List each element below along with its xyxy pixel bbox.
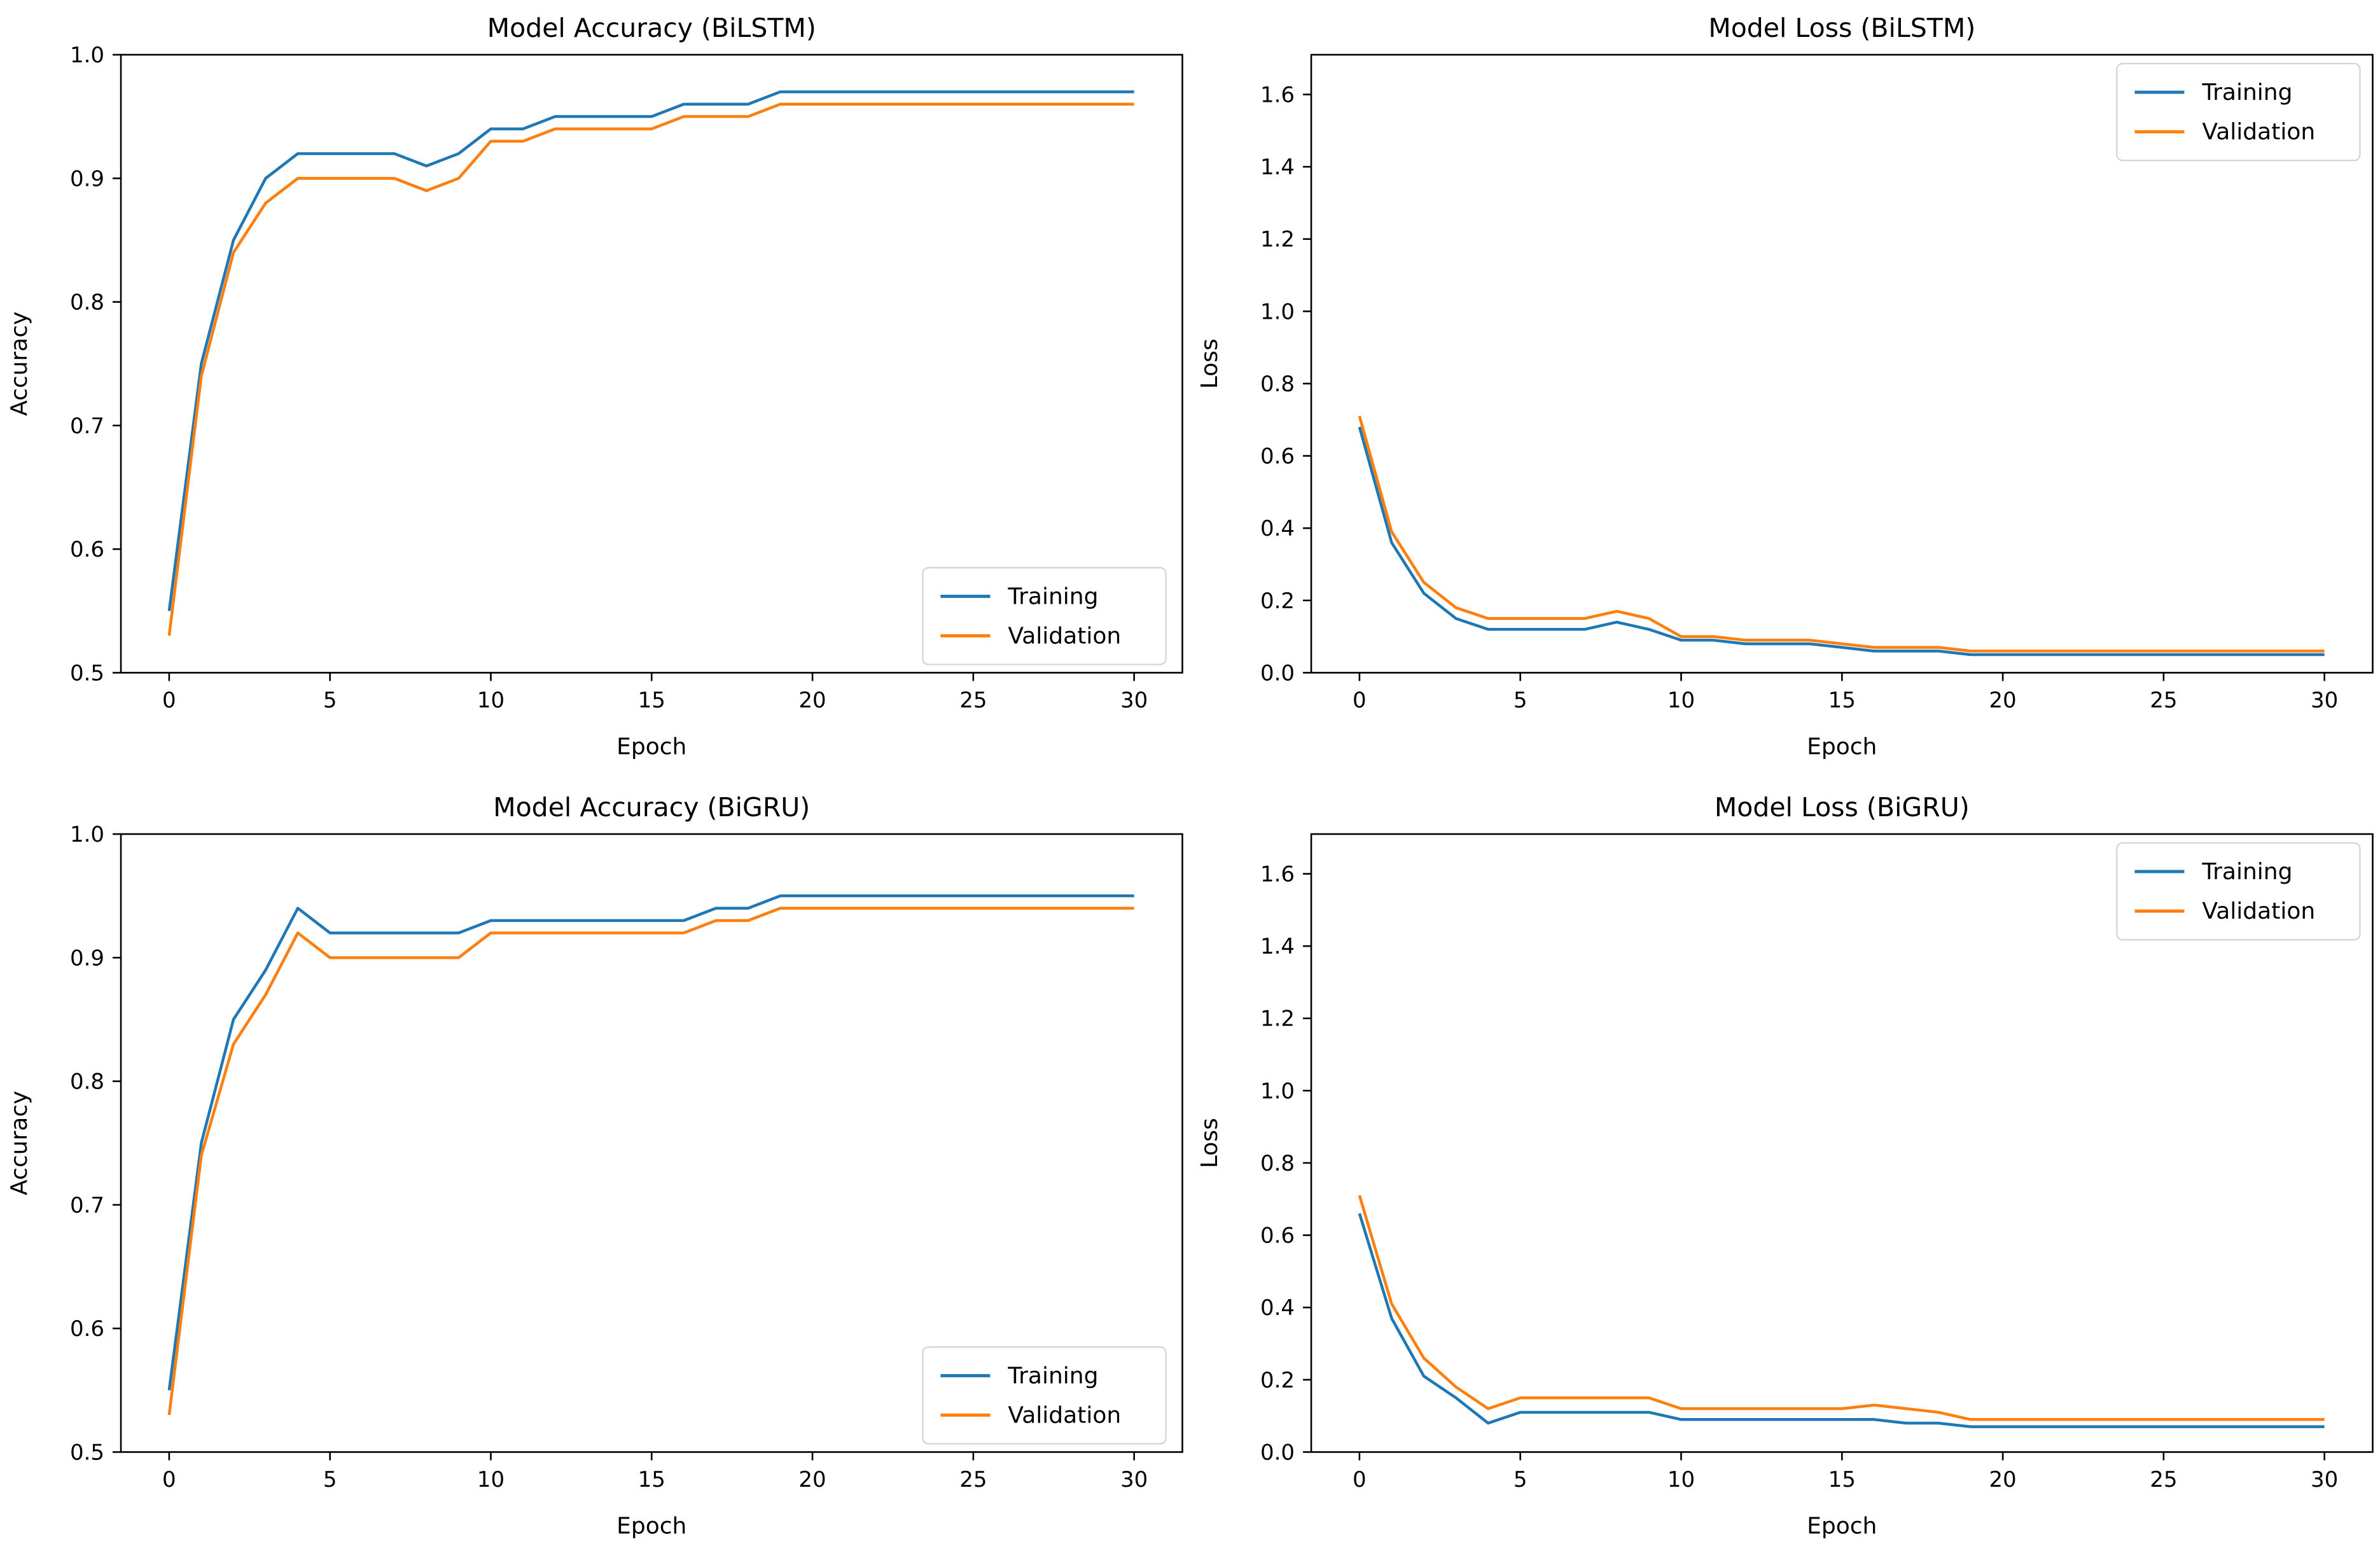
x-tick-label: 20 bbox=[798, 688, 826, 713]
bilstm-accuracy-plot: 0 5 10 15 20 25 30 0.5 0.6 0.7 0.8 0.9 1.0 Model Accu… bbox=[0, 0, 1190, 779]
x-tick-label: 30 bbox=[1120, 688, 1148, 713]
chart-title: Model Accuracy (BiGRU) bbox=[493, 792, 810, 823]
x-tick-label: 5 bbox=[1513, 1467, 1527, 1492]
x-tick-label: 0 bbox=[1353, 1467, 1367, 1492]
validation-line bbox=[167, 906, 1134, 1415]
x-tick-label: 5 bbox=[323, 688, 337, 713]
legend-validation-label: Validation bbox=[2202, 898, 2315, 924]
x-tick-label: 0 bbox=[162, 1467, 176, 1492]
legend-box bbox=[922, 567, 1167, 665]
legend-box bbox=[2115, 842, 2361, 940]
y-tick-label: 0.6 bbox=[70, 1316, 104, 1342]
x-tick-label: 15 bbox=[1828, 688, 1855, 713]
y-tick-label: 1.6 bbox=[1260, 83, 1294, 108]
y-tick-label: 0.4 bbox=[1260, 1295, 1294, 1321]
x-tick-label: 25 bbox=[959, 1467, 987, 1492]
bigru-accuracy-plot: 0 5 10 15 20 25 30 0.5 0.6 0.7 0.8 0.9 1.0 Model Accu… bbox=[0, 779, 1190, 1558]
y-tick-label: 0.2 bbox=[1260, 588, 1294, 614]
y-tick-label: 0.8 bbox=[1260, 1150, 1294, 1176]
legend-validation-label: Validation bbox=[1008, 1402, 1121, 1428]
y-tick-label: 0.2 bbox=[1260, 1367, 1294, 1393]
y-tick-label: 0.7 bbox=[70, 414, 104, 439]
y-tick-label: 0.6 bbox=[70, 537, 104, 562]
x-tick-label: 5 bbox=[323, 1467, 337, 1492]
x-tick-label: 15 bbox=[638, 1467, 665, 1492]
x-tick-label: 30 bbox=[1120, 1467, 1148, 1492]
x-tick-label: 30 bbox=[2311, 688, 2338, 713]
bilstm-loss-plot: 0 5 10 15 20 25 30 0.0 0.2 0.4 0.6 0.8 1.0 1.2 1.4 1.6 M… bbox=[1190, 0, 2380, 779]
x-tick-label: 10 bbox=[477, 688, 505, 713]
legend-training-label: Training bbox=[1007, 1363, 1098, 1389]
x-tick-label: 20 bbox=[1989, 688, 2016, 713]
legend-validation-label: Validation bbox=[2202, 119, 2315, 145]
chart-bilstm-loss: 0 5 10 15 20 25 30 0.0 0.2 0.4 0.6 0.8 1.0 1.2 1.4 1.6 M… bbox=[1190, 0, 2380, 779]
x-tick-label: 30 bbox=[2311, 1467, 2338, 1492]
validation-line bbox=[167, 102, 1134, 636]
y-tick-label: 1.0 bbox=[1260, 299, 1294, 324]
y-tick-label: 0.5 bbox=[70, 1440, 104, 1465]
y-tick-label: 1.6 bbox=[1260, 861, 1294, 887]
x-tick-label: 10 bbox=[477, 1467, 505, 1492]
x-tick-label: 25 bbox=[2150, 688, 2177, 713]
x-axis-label: Epoch bbox=[616, 1513, 686, 1539]
y-tick-label: 0.8 bbox=[1260, 372, 1294, 397]
x-tick-label: 15 bbox=[638, 688, 665, 713]
training-line bbox=[1358, 426, 2325, 657]
x-axis-label: Epoch bbox=[1807, 1513, 1877, 1539]
y-tick-label: 0.6 bbox=[1260, 444, 1294, 469]
y-tick-label: 0.4 bbox=[1260, 516, 1294, 541]
x-tick-label: 0 bbox=[162, 688, 176, 713]
training-line bbox=[167, 90, 1134, 611]
x-tick-label: 25 bbox=[959, 688, 987, 713]
x-tick-label: 10 bbox=[1667, 688, 1694, 713]
x-tick-label: 20 bbox=[1989, 1467, 2016, 1492]
x-tick-label: 0 bbox=[1353, 688, 1367, 713]
x-tick-label: 15 bbox=[1828, 1467, 1855, 1492]
y-axis-label: Loss bbox=[1197, 338, 1223, 389]
training-line bbox=[167, 894, 1134, 1391]
y-tick-label: 0.8 bbox=[70, 1069, 104, 1094]
x-axis-label: Epoch bbox=[616, 734, 686, 760]
legend-validation-label: Validation bbox=[1008, 623, 1121, 649]
legend-box bbox=[922, 1346, 1167, 1445]
y-tick-label: 1.4 bbox=[1260, 934, 1294, 959]
chart-bigru-loss: 0 5 10 15 20 25 30 0.0 0.2 0.4 0.6 0.8 1.0 1.2 1.4 1.6 M… bbox=[1190, 779, 2380, 1558]
chart-title: Model Loss (BiGRU) bbox=[1714, 792, 1969, 823]
chart-title: Model Loss (BiLSTM) bbox=[1708, 13, 1975, 43]
y-axis-label: Accuracy bbox=[6, 312, 32, 416]
y-tick-label: 0.0 bbox=[1260, 660, 1294, 686]
x-axis-label: Epoch bbox=[1807, 734, 1877, 760]
x-tick-label: 5 bbox=[1513, 688, 1527, 713]
x-tick-label: 25 bbox=[2150, 1467, 2177, 1492]
y-tick-label: 1.0 bbox=[70, 822, 104, 847]
y-tick-label: 1.2 bbox=[1260, 227, 1294, 253]
y-tick-label: 0.8 bbox=[70, 290, 104, 316]
legend-training-label: Training bbox=[2201, 859, 2292, 885]
chart-bilstm-accuracy: 0 5 10 15 20 25 30 0.5 0.6 0.7 0.8 0.9 1.0 Model Accu… bbox=[0, 0, 1190, 779]
bigru-loss-plot: 0 5 10 15 20 25 30 0.0 0.2 0.4 0.6 0.8 1.0 1.2 1.4 1.6 M… bbox=[1190, 779, 2380, 1558]
y-tick-label: 0.6 bbox=[1260, 1223, 1294, 1248]
y-tick-label: 1.4 bbox=[1260, 155, 1294, 180]
y-tick-label: 0.7 bbox=[70, 1192, 104, 1218]
training-line bbox=[1358, 1213, 2325, 1428]
x-tick-label: 20 bbox=[798, 1467, 826, 1492]
y-tick-label: 0.5 bbox=[70, 660, 104, 686]
y-tick-label: 0.0 bbox=[1260, 1440, 1294, 1465]
validation-line bbox=[1358, 1194, 2325, 1421]
y-tick-label: 1.0 bbox=[70, 43, 104, 68]
legend-box bbox=[2115, 62, 2361, 162]
x-tick-label: 10 bbox=[1667, 1467, 1694, 1492]
y-tick-label: 1.2 bbox=[1260, 1006, 1294, 1031]
y-tick-label: 0.9 bbox=[70, 945, 104, 971]
y-axis-label: Accuracy bbox=[6, 1090, 32, 1195]
y-axis-label: Loss bbox=[1197, 1118, 1223, 1168]
y-tick-label: 1.0 bbox=[1260, 1078, 1294, 1104]
y-tick-label: 0.9 bbox=[70, 166, 104, 191]
chart-bigru-accuracy: 0 5 10 15 20 25 30 0.5 0.6 0.7 0.8 0.9 1.0 Model Accu… bbox=[0, 779, 1190, 1558]
validation-line bbox=[1358, 415, 2325, 653]
chart-title: Model Accuracy (BiLSTM) bbox=[487, 13, 816, 43]
legend-training-label: Training bbox=[1007, 583, 1098, 609]
legend-training-label: Training bbox=[2201, 80, 2292, 106]
